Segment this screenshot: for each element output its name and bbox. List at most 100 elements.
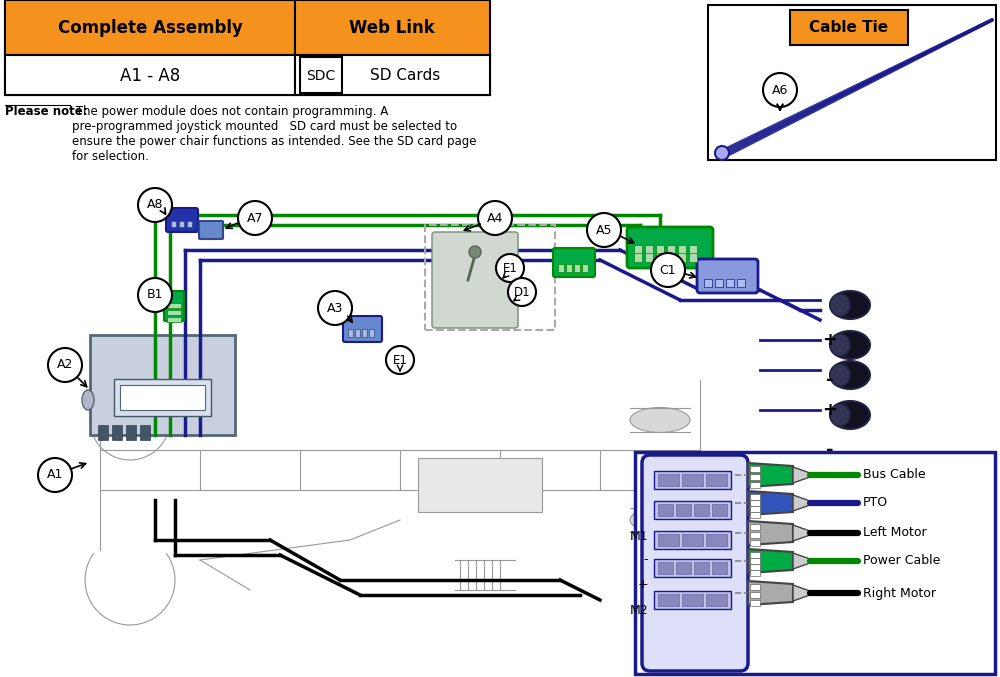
FancyBboxPatch shape xyxy=(750,466,760,472)
Text: Bus Cable: Bus Cable xyxy=(863,468,926,481)
Circle shape xyxy=(469,246,481,258)
FancyBboxPatch shape xyxy=(712,562,727,574)
FancyBboxPatch shape xyxy=(654,501,731,519)
Ellipse shape xyxy=(630,508,690,533)
FancyBboxPatch shape xyxy=(689,245,697,253)
Text: -: - xyxy=(644,554,648,567)
FancyBboxPatch shape xyxy=(5,0,295,55)
FancyBboxPatch shape xyxy=(627,227,713,268)
Text: C1: C1 xyxy=(660,263,676,276)
FancyBboxPatch shape xyxy=(295,55,490,95)
FancyBboxPatch shape xyxy=(658,562,673,574)
FancyBboxPatch shape xyxy=(654,559,731,577)
FancyBboxPatch shape xyxy=(656,252,664,262)
FancyBboxPatch shape xyxy=(750,540,760,546)
Polygon shape xyxy=(793,525,810,541)
FancyBboxPatch shape xyxy=(343,316,382,342)
Text: A1: A1 xyxy=(47,468,63,481)
Text: B1: B1 xyxy=(147,288,163,301)
Text: A8: A8 xyxy=(147,198,163,211)
FancyBboxPatch shape xyxy=(712,504,727,516)
FancyBboxPatch shape xyxy=(187,221,192,227)
FancyBboxPatch shape xyxy=(694,562,709,574)
FancyBboxPatch shape xyxy=(120,385,205,410)
Polygon shape xyxy=(748,521,793,545)
Polygon shape xyxy=(793,467,810,483)
FancyBboxPatch shape xyxy=(355,329,360,337)
Text: SDC: SDC xyxy=(306,69,336,83)
FancyBboxPatch shape xyxy=(656,245,664,253)
Ellipse shape xyxy=(82,390,94,410)
FancyBboxPatch shape xyxy=(369,329,374,337)
Text: -: - xyxy=(826,441,834,459)
Text: D1: D1 xyxy=(514,286,530,299)
FancyBboxPatch shape xyxy=(658,594,679,606)
FancyBboxPatch shape xyxy=(682,474,703,486)
Text: Complete Assembly: Complete Assembly xyxy=(58,19,242,37)
Polygon shape xyxy=(748,491,793,515)
FancyBboxPatch shape xyxy=(658,474,679,486)
FancyBboxPatch shape xyxy=(418,458,542,512)
Polygon shape xyxy=(793,553,810,569)
FancyBboxPatch shape xyxy=(300,57,342,93)
FancyBboxPatch shape xyxy=(167,317,181,322)
Circle shape xyxy=(651,253,685,287)
Text: Left Motor: Left Motor xyxy=(863,527,927,540)
Circle shape xyxy=(496,254,524,282)
FancyBboxPatch shape xyxy=(645,252,653,262)
FancyBboxPatch shape xyxy=(750,494,760,500)
Text: M2: M2 xyxy=(629,603,648,617)
FancyBboxPatch shape xyxy=(667,252,675,262)
FancyBboxPatch shape xyxy=(750,506,760,512)
FancyBboxPatch shape xyxy=(697,259,758,293)
FancyBboxPatch shape xyxy=(566,264,572,272)
FancyBboxPatch shape xyxy=(5,5,490,95)
FancyBboxPatch shape xyxy=(790,10,908,45)
FancyBboxPatch shape xyxy=(750,584,760,590)
FancyBboxPatch shape xyxy=(750,474,760,480)
Circle shape xyxy=(386,346,414,374)
FancyBboxPatch shape xyxy=(634,252,642,262)
FancyBboxPatch shape xyxy=(432,232,518,328)
FancyBboxPatch shape xyxy=(645,245,653,253)
FancyBboxPatch shape xyxy=(682,594,703,606)
FancyBboxPatch shape xyxy=(164,291,184,321)
Ellipse shape xyxy=(830,401,870,429)
Text: A3: A3 xyxy=(327,301,343,315)
FancyBboxPatch shape xyxy=(5,55,295,95)
Ellipse shape xyxy=(830,294,850,316)
Text: +: + xyxy=(822,401,838,419)
Ellipse shape xyxy=(830,361,870,389)
Polygon shape xyxy=(748,581,793,605)
Polygon shape xyxy=(793,495,810,511)
FancyBboxPatch shape xyxy=(654,591,731,609)
FancyBboxPatch shape xyxy=(750,564,760,570)
FancyBboxPatch shape xyxy=(676,562,691,574)
FancyBboxPatch shape xyxy=(654,471,731,489)
Text: PTO: PTO xyxy=(863,496,888,510)
FancyBboxPatch shape xyxy=(167,310,181,315)
FancyBboxPatch shape xyxy=(750,600,760,606)
FancyBboxPatch shape xyxy=(167,303,181,308)
Circle shape xyxy=(478,201,512,235)
FancyBboxPatch shape xyxy=(750,500,760,506)
Text: M1: M1 xyxy=(629,531,648,544)
FancyBboxPatch shape xyxy=(750,512,760,518)
FancyBboxPatch shape xyxy=(715,279,723,287)
FancyBboxPatch shape xyxy=(682,534,703,546)
Ellipse shape xyxy=(830,364,850,386)
Circle shape xyxy=(138,188,172,222)
Text: A5: A5 xyxy=(596,223,612,236)
FancyBboxPatch shape xyxy=(90,335,235,435)
FancyBboxPatch shape xyxy=(658,504,673,516)
Ellipse shape xyxy=(830,331,870,359)
FancyBboxPatch shape xyxy=(574,264,580,272)
FancyBboxPatch shape xyxy=(706,594,727,606)
Polygon shape xyxy=(748,463,793,487)
Text: Web Link: Web Link xyxy=(349,19,435,37)
Text: E1: E1 xyxy=(503,261,517,274)
FancyBboxPatch shape xyxy=(362,329,367,337)
FancyBboxPatch shape xyxy=(706,534,727,546)
Circle shape xyxy=(318,291,352,325)
Circle shape xyxy=(763,73,797,107)
